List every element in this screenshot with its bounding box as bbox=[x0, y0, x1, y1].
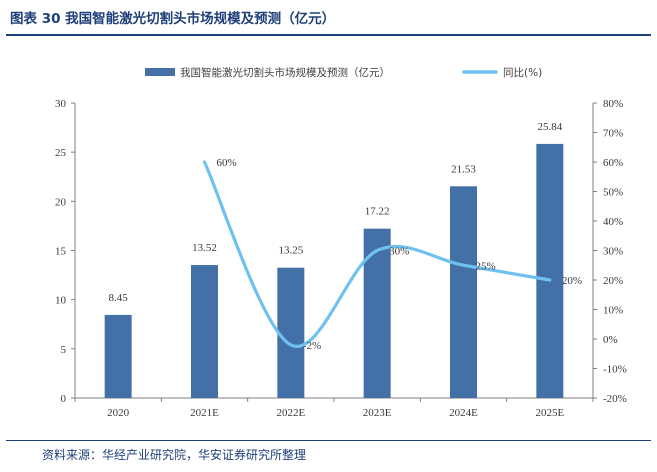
footer-divider bbox=[6, 440, 651, 441]
left-axis-tick-label: 25 bbox=[55, 147, 67, 159]
right-axis-tick-label: 40% bbox=[603, 216, 623, 228]
bar bbox=[191, 265, 218, 398]
left-axis-tick-label: 0 bbox=[61, 393, 67, 405]
left-axis-tick-label: 30 bbox=[55, 98, 67, 110]
title-divider bbox=[6, 34, 651, 36]
left-axis-tick-label: 15 bbox=[55, 246, 67, 258]
legend-bar-swatch bbox=[145, 68, 175, 76]
right-axis-tick-label: 0% bbox=[603, 334, 618, 346]
bar bbox=[104, 314, 132, 398]
bar bbox=[363, 228, 391, 398]
bar-series bbox=[104, 143, 564, 398]
x-axis-tick-label: 2020 bbox=[107, 407, 130, 419]
left-axis-tick-label: 10 bbox=[55, 295, 67, 307]
chart-legend: 我国智能激光切割头市场规模及预测（亿元） 同比(%) bbox=[145, 66, 542, 79]
chart-axes: 0 5 10 15 20 25 30 -20% -10% 0% 10% 20% 30% 40% 50% 60%… bbox=[55, 98, 627, 419]
x-axis-tick-label: 2021E bbox=[190, 407, 219, 419]
bar-value-label: 13.25 bbox=[278, 245, 303, 257]
legend-bar-label: 我国智能激光切割头市场规模及预测（亿元） bbox=[180, 66, 390, 79]
bar-value-label: 13.52 bbox=[192, 242, 217, 254]
bar-value-label: 21.53 bbox=[451, 163, 476, 175]
right-axis-tick-label: 30% bbox=[603, 246, 623, 258]
right-axis-tick-label: -10% bbox=[603, 364, 627, 376]
line-value-label: 60% bbox=[217, 157, 237, 169]
bar bbox=[277, 267, 305, 398]
left-axis-tick-label: 20 bbox=[55, 196, 67, 208]
bar-value-label: 8.45 bbox=[109, 292, 129, 304]
legend-line-label: 同比(%) bbox=[503, 66, 542, 79]
line-series bbox=[202, 160, 552, 348]
line-value-label: 25% bbox=[476, 260, 496, 272]
bar-value-label: 25.84 bbox=[537, 121, 562, 133]
x-axis-tick-label: 2022E bbox=[276, 407, 305, 419]
x-axis-tick-label: 2023E bbox=[363, 407, 392, 419]
bar bbox=[536, 143, 564, 398]
line-value-label: -2% bbox=[303, 340, 321, 352]
right-axis-tick-label: 10% bbox=[603, 305, 623, 317]
bar-value-label: 17.22 bbox=[365, 206, 390, 218]
right-axis-tick-label: 20% bbox=[603, 275, 623, 287]
line-value-label: 30% bbox=[389, 246, 409, 258]
bar bbox=[450, 186, 477, 398]
x-axis-tick-label: 2024E bbox=[449, 407, 478, 419]
right-axis-tick-label: 80% bbox=[603, 98, 623, 110]
right-axis-tick-label: 60% bbox=[603, 157, 623, 169]
left-axis-tick-label: 5 bbox=[61, 344, 67, 356]
data-labels: 8.45 13.52 13.25 17.22 21.53 25.84 60% -2% 30% 25… bbox=[109, 121, 582, 352]
source-note: 资料来源：华经产业研究院，华安证券研究所整理 bbox=[42, 448, 307, 462]
right-axis-tick-label: 70% bbox=[603, 128, 623, 140]
right-axis-tick-label: 50% bbox=[603, 187, 623, 199]
yoy-line bbox=[202, 160, 552, 348]
figure-title: 图表 30 我国智能激光切割头市场规模及预测（亿元） bbox=[10, 11, 336, 27]
x-axis-tick-label: 2025E bbox=[535, 407, 564, 419]
line-value-label: 20% bbox=[562, 275, 582, 287]
right-axis-tick-label: -20% bbox=[603, 393, 627, 405]
